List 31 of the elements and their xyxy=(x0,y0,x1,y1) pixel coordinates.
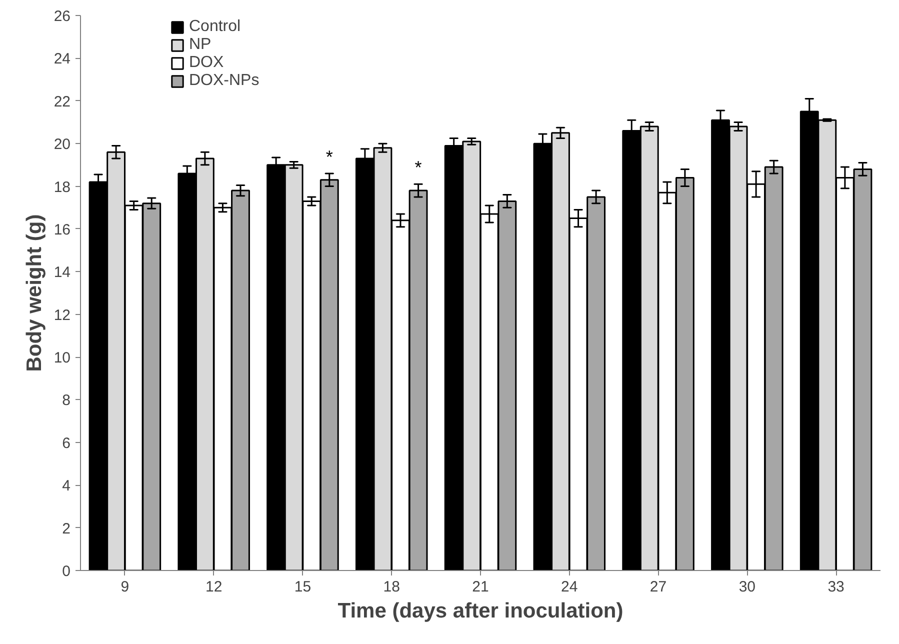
y-axis-title: Body weight (g) xyxy=(22,214,46,372)
y-tick-label: 10 xyxy=(54,350,71,367)
y-tick-label: 0 xyxy=(62,563,70,580)
y-tick-label: 16 xyxy=(54,221,71,238)
x-tick-label: 24 xyxy=(561,578,578,596)
y-tick-label: 14 xyxy=(54,264,71,282)
x-axis-title: Time (days after inoculation) xyxy=(338,600,624,622)
y-tick-label: 2 xyxy=(62,520,70,538)
y-tick-label: 22 xyxy=(54,93,71,110)
x-tick-label: 15 xyxy=(294,578,312,596)
y-tick-label: 8 xyxy=(62,392,70,410)
x-tick-label: 12 xyxy=(205,578,222,596)
x-tick-label: 21 xyxy=(472,578,489,596)
x-tick-label: 27 xyxy=(650,578,667,596)
y-tick-label: 12 xyxy=(54,306,71,324)
annotation: * xyxy=(414,158,422,178)
y-tick-label: 6 xyxy=(62,434,70,452)
y-tick-label: 18 xyxy=(54,178,71,196)
x-tick-label: 9 xyxy=(120,578,130,596)
y-tick-label: 24 xyxy=(54,50,71,68)
annotation: * xyxy=(326,147,333,168)
y-tick-label: 26 xyxy=(54,8,71,25)
legend-label: NP xyxy=(189,36,212,54)
legend-label: Control xyxy=(189,18,241,36)
legend-label: DOX xyxy=(189,54,224,72)
x-tick-label: 33 xyxy=(828,578,844,596)
x-tick-label: 30 xyxy=(738,578,756,596)
x-tick-label: 18 xyxy=(383,578,400,596)
y-tick-label: 20 xyxy=(54,136,71,154)
legend-label: DOX-NPs xyxy=(189,72,260,90)
y-tick-label: 4 xyxy=(62,478,70,495)
